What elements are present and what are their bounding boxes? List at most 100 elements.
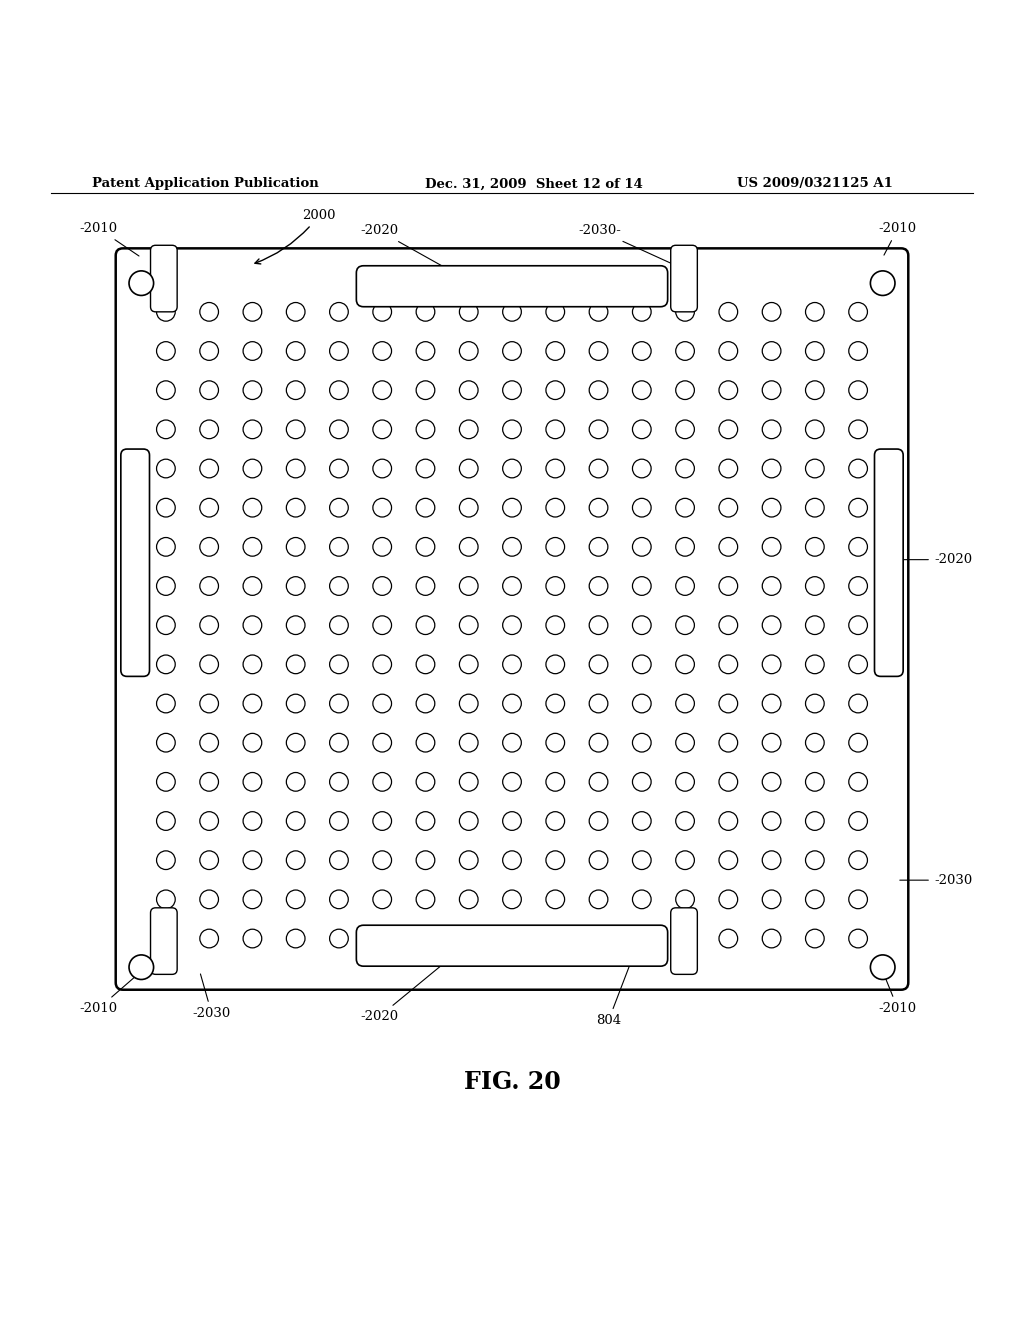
Circle shape: [633, 812, 651, 830]
Circle shape: [589, 537, 608, 556]
Circle shape: [373, 537, 391, 556]
Circle shape: [546, 812, 564, 830]
Circle shape: [200, 381, 218, 400]
Circle shape: [416, 302, 435, 321]
Circle shape: [416, 616, 435, 635]
Circle shape: [243, 694, 262, 713]
Text: 2000: 2000: [255, 209, 336, 264]
Circle shape: [157, 812, 175, 830]
Circle shape: [806, 302, 824, 321]
FancyBboxPatch shape: [356, 925, 668, 966]
Circle shape: [762, 655, 781, 673]
Circle shape: [287, 851, 305, 870]
Circle shape: [633, 655, 651, 673]
Text: ‐2030: ‐2030: [193, 974, 230, 1020]
Text: ‐2010: ‐2010: [879, 974, 916, 1015]
Circle shape: [676, 302, 694, 321]
Circle shape: [503, 694, 521, 713]
Circle shape: [719, 929, 737, 948]
Circle shape: [676, 772, 694, 791]
Circle shape: [157, 929, 175, 948]
Circle shape: [373, 616, 391, 635]
Circle shape: [200, 499, 218, 517]
Circle shape: [762, 812, 781, 830]
Circle shape: [719, 459, 737, 478]
Circle shape: [546, 577, 564, 595]
Circle shape: [806, 342, 824, 360]
Text: US 2009/0321125 A1: US 2009/0321125 A1: [737, 177, 893, 190]
Circle shape: [806, 655, 824, 673]
Circle shape: [330, 734, 348, 752]
Circle shape: [633, 851, 651, 870]
Circle shape: [676, 655, 694, 673]
FancyBboxPatch shape: [116, 248, 908, 990]
Circle shape: [416, 537, 435, 556]
Circle shape: [373, 381, 391, 400]
Circle shape: [287, 381, 305, 400]
Circle shape: [719, 577, 737, 595]
Circle shape: [849, 772, 867, 791]
Circle shape: [243, 851, 262, 870]
Circle shape: [806, 772, 824, 791]
Circle shape: [460, 616, 478, 635]
Circle shape: [416, 499, 435, 517]
Circle shape: [243, 459, 262, 478]
Circle shape: [157, 616, 175, 635]
Circle shape: [460, 734, 478, 752]
Circle shape: [849, 342, 867, 360]
Circle shape: [243, 577, 262, 595]
Circle shape: [849, 929, 867, 948]
Circle shape: [849, 616, 867, 635]
Circle shape: [503, 655, 521, 673]
Text: ‐2020: ‐2020: [360, 964, 443, 1023]
Circle shape: [200, 655, 218, 673]
Circle shape: [849, 851, 867, 870]
Circle shape: [719, 420, 737, 438]
Circle shape: [243, 302, 262, 321]
Circle shape: [200, 734, 218, 752]
Circle shape: [676, 381, 694, 400]
Circle shape: [546, 655, 564, 673]
Circle shape: [330, 381, 348, 400]
Circle shape: [589, 499, 608, 517]
Circle shape: [676, 890, 694, 908]
Circle shape: [589, 302, 608, 321]
Circle shape: [460, 537, 478, 556]
Circle shape: [460, 655, 478, 673]
Circle shape: [719, 342, 737, 360]
Circle shape: [676, 734, 694, 752]
Circle shape: [806, 537, 824, 556]
Circle shape: [157, 772, 175, 791]
Circle shape: [676, 342, 694, 360]
Circle shape: [589, 694, 608, 713]
Circle shape: [546, 459, 564, 478]
Circle shape: [546, 342, 564, 360]
Circle shape: [676, 420, 694, 438]
Circle shape: [546, 499, 564, 517]
Circle shape: [243, 929, 262, 948]
FancyBboxPatch shape: [356, 265, 668, 306]
Circle shape: [416, 812, 435, 830]
Circle shape: [503, 459, 521, 478]
Circle shape: [460, 499, 478, 517]
Circle shape: [287, 420, 305, 438]
Circle shape: [330, 342, 348, 360]
Circle shape: [373, 459, 391, 478]
Circle shape: [157, 537, 175, 556]
Circle shape: [200, 890, 218, 908]
Circle shape: [243, 420, 262, 438]
Circle shape: [633, 459, 651, 478]
Circle shape: [503, 342, 521, 360]
Circle shape: [460, 812, 478, 830]
Circle shape: [373, 342, 391, 360]
Circle shape: [849, 577, 867, 595]
Circle shape: [373, 734, 391, 752]
Circle shape: [157, 577, 175, 595]
Circle shape: [460, 694, 478, 713]
Circle shape: [330, 420, 348, 438]
Circle shape: [589, 734, 608, 752]
Circle shape: [762, 734, 781, 752]
Circle shape: [633, 302, 651, 321]
Circle shape: [849, 302, 867, 321]
Text: ‐2010: ‐2010: [879, 222, 916, 255]
